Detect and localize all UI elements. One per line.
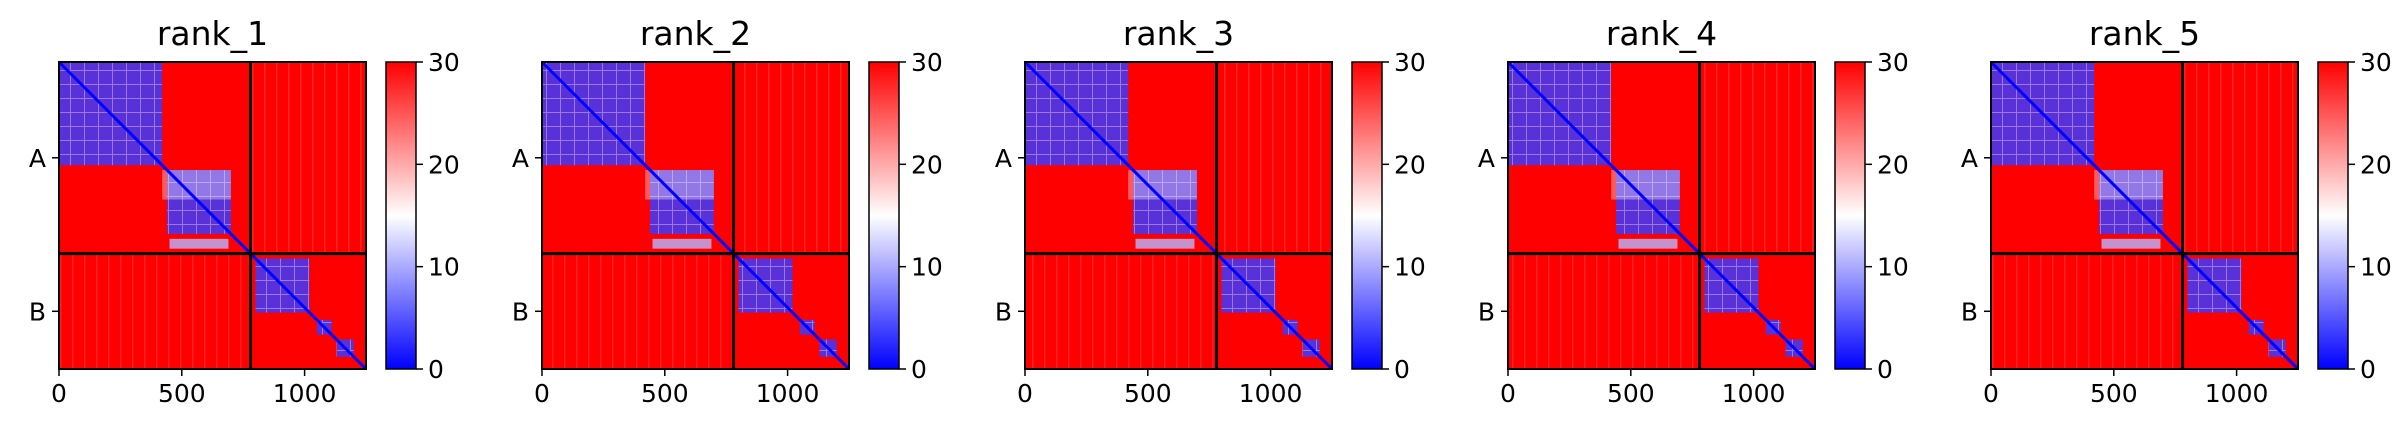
interdomain-strip bbox=[2101, 238, 2161, 249]
heatmap-panel-4: rank_4 0 500 1000 A B 0 10 20 30 bbox=[1478, 14, 1909, 408]
colorbar-tick-label: 10 bbox=[1394, 253, 1426, 282]
x-tick-label: 500 bbox=[641, 379, 689, 408]
panel-title: rank_2 bbox=[640, 14, 751, 53]
interdomain-strip bbox=[652, 238, 712, 249]
x-tick-label: 1000 bbox=[1722, 379, 1786, 408]
y-tick-label: A bbox=[29, 144, 46, 173]
x-tick-label: 1000 bbox=[756, 379, 820, 408]
plot-frame bbox=[541, 61, 850, 370]
offdiag-block-ab bbox=[1699, 62, 1815, 254]
diagonal-line bbox=[57, 60, 368, 371]
colorbar-tick-label: 10 bbox=[911, 253, 943, 282]
y-tick-label: A bbox=[1478, 144, 1495, 173]
colorbar bbox=[1351, 61, 1383, 370]
heatmap-panel-3: rank_3 0 500 1000 A B 0 10 20 30 bbox=[995, 14, 1426, 408]
y-tick-label: A bbox=[1961, 144, 1978, 173]
x-tick-label: 0 bbox=[1017, 379, 1033, 408]
y-tick-label: B bbox=[995, 297, 1012, 326]
offdiag-block-ba bbox=[1508, 253, 1700, 369]
panel-title: rank_5 bbox=[2089, 14, 2200, 53]
x-tick-label: 1000 bbox=[2205, 379, 2269, 408]
x-tick-label: 500 bbox=[2090, 379, 2138, 408]
diagonal-line bbox=[1506, 60, 1817, 371]
colorbar bbox=[385, 61, 417, 370]
colorbar-tick-label: 0 bbox=[1394, 355, 1410, 384]
x-tick-label: 500 bbox=[1124, 379, 1172, 408]
diagonal-line bbox=[1989, 60, 2300, 371]
diagonal-line bbox=[540, 60, 851, 371]
colorbar-tick-label: 0 bbox=[911, 355, 927, 384]
colorbar-tick-label: 10 bbox=[1877, 253, 1909, 282]
y-tick-label: A bbox=[995, 144, 1012, 173]
plot-frame bbox=[58, 61, 367, 370]
colorbar-tick-label: 20 bbox=[428, 150, 460, 179]
x-tick-label: 0 bbox=[534, 379, 550, 408]
colorbar-tick-label: 30 bbox=[2360, 48, 2392, 77]
heatmap-panel-5: rank_5 0 500 1000 A B 0 10 20 30 bbox=[1961, 14, 2392, 408]
offdiag-block-ba bbox=[1025, 253, 1217, 369]
panel-title: rank_1 bbox=[157, 14, 268, 53]
colorbar-tick-label: 30 bbox=[911, 48, 943, 77]
offdiag-block-ab bbox=[733, 62, 849, 254]
colorbar bbox=[2317, 61, 2349, 370]
colorbar-tick-label: 20 bbox=[1394, 150, 1426, 179]
colorbar-tick-label: 30 bbox=[1877, 48, 1909, 77]
y-tick-label: B bbox=[1961, 297, 1978, 326]
colorbar-tick-label: 10 bbox=[428, 253, 460, 282]
colorbar bbox=[1834, 61, 1866, 370]
x-tick-label: 0 bbox=[51, 379, 67, 408]
offdiag-block-ab bbox=[250, 62, 366, 254]
offdiag-block-ba bbox=[1991, 253, 2183, 369]
x-tick-label: 500 bbox=[158, 379, 206, 408]
colorbar-tick-label: 20 bbox=[911, 150, 943, 179]
interdomain-strip bbox=[169, 238, 229, 249]
panel-title: rank_4 bbox=[1606, 14, 1717, 53]
colorbar-tick-label: 20 bbox=[2360, 150, 2392, 179]
plot-frame bbox=[1024, 61, 1333, 370]
diagonal-line bbox=[1023, 60, 1334, 371]
plot-frame bbox=[1990, 61, 2299, 370]
plot-frame bbox=[1507, 61, 1816, 370]
x-tick-label: 500 bbox=[1607, 379, 1655, 408]
heatmap-panel-1: rank_1 0 500 1000 A B 0 10 20 30 bbox=[29, 14, 460, 408]
interdomain-strip bbox=[1618, 238, 1678, 249]
offdiag-block-ba bbox=[59, 253, 251, 369]
x-tick-label: 1000 bbox=[273, 379, 337, 408]
y-tick-label: B bbox=[1478, 297, 1495, 326]
colorbar-tick-label: 20 bbox=[1877, 150, 1909, 179]
y-tick-label: A bbox=[512, 144, 529, 173]
colorbar-tick-label: 10 bbox=[2360, 253, 2392, 282]
x-tick-label: 0 bbox=[1500, 379, 1516, 408]
x-tick-label: 0 bbox=[1983, 379, 1999, 408]
interdomain-strip bbox=[1135, 238, 1195, 249]
colorbar-tick-label: 30 bbox=[428, 48, 460, 77]
offdiag-block-ba bbox=[542, 253, 734, 369]
colorbar bbox=[868, 61, 900, 370]
colorbar-tick-label: 30 bbox=[1394, 48, 1426, 77]
panel-title: rank_3 bbox=[1123, 14, 1234, 53]
heatmap-panel-2: rank_2 0 500 1000 A B 0 10 20 30 bbox=[512, 14, 943, 408]
offdiag-block-ab bbox=[2182, 62, 2298, 254]
colorbar-tick-label: 0 bbox=[1877, 355, 1893, 384]
offdiag-block-ab bbox=[1216, 62, 1332, 254]
y-tick-label: B bbox=[512, 297, 529, 326]
x-tick-label: 1000 bbox=[1239, 379, 1303, 408]
colorbar-tick-label: 0 bbox=[2360, 355, 2376, 384]
y-tick-label: B bbox=[29, 297, 46, 326]
colorbar-tick-label: 0 bbox=[428, 355, 444, 384]
